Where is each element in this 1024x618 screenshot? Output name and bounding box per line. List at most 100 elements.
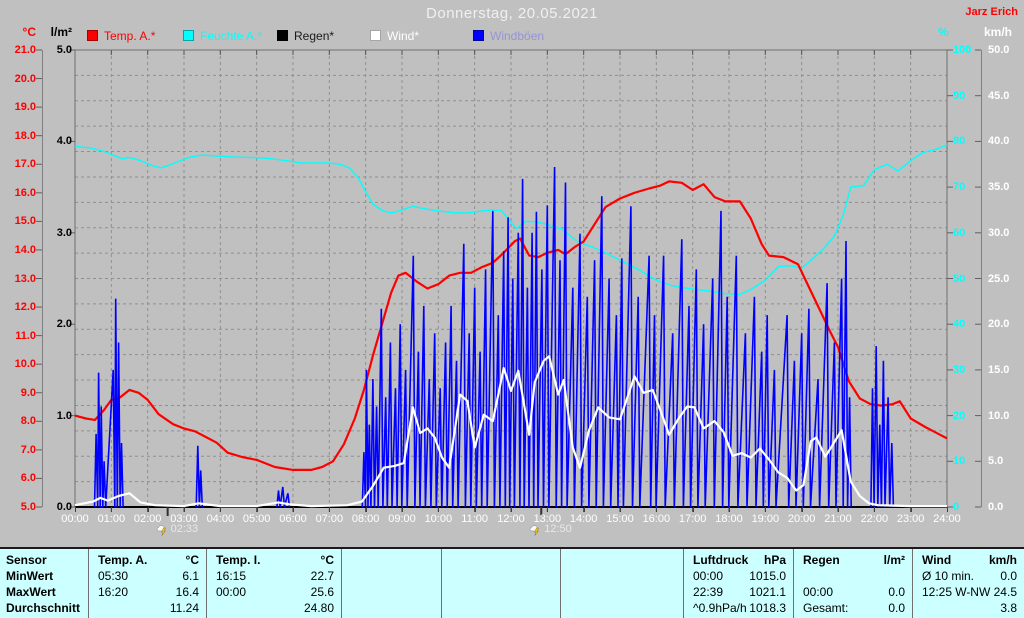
x-axis-tick-label: 04:00: [200, 507, 240, 525]
cell-value: 0.0: [1000, 569, 1017, 583]
wind-tick-label: 5.0: [988, 455, 1004, 468]
feuchte-a-swatch-icon: [183, 30, 194, 41]
x-axis-tick-label: 10:00: [418, 507, 458, 525]
table-column-empty-1: [341, 549, 441, 618]
legend-label-regen: Regen*: [294, 28, 335, 43]
column-unit: l/m²: [883, 553, 905, 567]
humidity-tick-label: 100: [953, 44, 972, 56]
cell-value: [676, 601, 683, 616]
cell-value: 16.4: [175, 585, 199, 599]
legend-item-regen: Regen*: [277, 28, 335, 43]
table-column-empty-3: [560, 549, 683, 618]
event-marker-time: 12:50: [544, 523, 572, 535]
cell-value: 25.6: [310, 585, 334, 599]
x-axis-tick-label: 06:00: [273, 507, 313, 525]
station-name: Jarz Erich: [965, 6, 1018, 18]
rain-tick-label: 3.0: [56, 226, 72, 239]
legend-label-feuchte-a: Feuchte A.*: [200, 28, 263, 43]
cell-time: [561, 569, 570, 584]
cell-value: 0.0: [888, 585, 905, 599]
cell-value: 22.7: [310, 569, 334, 583]
event-marker-12-50: 12:50: [529, 522, 572, 536]
legend-item-wind: Wind*: [370, 28, 420, 43]
rain-tick-label: 5.0: [56, 44, 72, 56]
table-cell-row: [561, 569, 683, 584]
column-name: Wind: [922, 553, 952, 567]
table-column-wind: Wind km/h Ø 10 min. 0.0 12:25 W-NW 24.5 3.…: [912, 549, 1024, 618]
cell-time: [342, 585, 351, 600]
humidity-tick-label: 60: [953, 226, 966, 239]
table-cell-row: [342, 585, 441, 600]
column-unit: [553, 553, 560, 568]
wind-tick-label: 0.0: [988, 501, 1004, 513]
table-cell-row: 16:20 16.4: [89, 585, 206, 600]
table-row-label-durchschnitt: Durchschnitt: [6, 601, 81, 615]
table-header-empty-2: [442, 553, 560, 568]
x-axis-tick-label: 00:00: [55, 507, 95, 525]
table-header-empty-3: [561, 553, 683, 568]
event-marker-time: 02:33: [170, 523, 199, 535]
humidity-tick-label: 40: [953, 318, 966, 331]
cell-value: W-NW 24.5: [955, 585, 1017, 599]
x-axis-tick-label: 11:00: [455, 507, 495, 525]
rain-tick-label: 4.0: [56, 135, 72, 148]
temp-tick-label: 15.0: [14, 215, 36, 228]
cell-time: 00:00: [693, 569, 724, 583]
column-name: Luftdruck: [693, 553, 749, 567]
temp-tick-label: 16.0: [14, 186, 36, 199]
wind-axis-unit: km/h: [984, 25, 1013, 39]
table-header-luftdruck: Luftdruck hPa: [684, 553, 793, 568]
wind-tick-label: 15.0: [988, 363, 1010, 376]
humidity-tick-label: 20: [953, 409, 966, 422]
table-header-temp-a: Temp. A. °C: [89, 553, 206, 568]
cell-time: 05:30: [98, 569, 129, 583]
temp-tick-label: 7.0: [20, 443, 36, 456]
table-cell-row: 00:00 1015.0: [684, 569, 793, 584]
legend-label-windboeen: Windböen: [490, 28, 545, 43]
table-column-luftdruck: Luftdruck hPa 00:00 1015.0 22:39 1021.1 ^0.…: [683, 549, 793, 618]
cell-time: 00:00: [803, 585, 834, 599]
cell-value: 11.24: [169, 601, 199, 615]
table-cell-row: Ø 10 min. 0.0: [913, 569, 1024, 584]
wind-tick-label: 10.0: [988, 409, 1010, 422]
cell-time: ^0.9hPa/h: [693, 601, 747, 615]
regen-swatch-icon: [277, 30, 288, 41]
wind-tick-label: 25.0: [988, 272, 1010, 285]
cell-time: [342, 569, 351, 584]
temp-tick-label: 12.0: [14, 301, 36, 314]
table-cell-row: 05:30 6.1: [89, 569, 206, 584]
rain-tick-label: 0.0: [56, 501, 72, 513]
cell-time: Ø 10 min.: [922, 569, 975, 583]
x-axis-tick-label: 14:00: [564, 507, 604, 525]
series-wind-line: [74, 355, 947, 508]
legend-label-wind: Wind*: [387, 28, 420, 43]
cell-value: [553, 569, 560, 584]
temp-tick-label: 8.0: [20, 415, 36, 428]
wind-tick-label: 40.0: [988, 135, 1010, 148]
column-unit: [676, 553, 683, 568]
wind-tick-label: 30.0: [988, 226, 1010, 239]
column-unit: [434, 553, 441, 568]
table-cell-row: 22:39 1021.1: [684, 585, 793, 600]
cell-time: 16:15: [216, 569, 247, 583]
legend-item-windboeen: Windböen: [473, 28, 545, 43]
cell-time: 16:20: [98, 585, 129, 599]
x-axis-tick-label: 08:00: [346, 507, 386, 525]
temp-tick-label: 17.0: [14, 158, 36, 171]
legend-item-feuchte-a: Feuchte A.*: [183, 28, 263, 43]
temp-tick-label: 18.0: [14, 129, 36, 142]
cell-value: [553, 585, 560, 600]
temp-axis-unit: °C: [22, 25, 36, 39]
rain-tick-label: 1.0: [56, 409, 72, 422]
temp-tick-label: 19.0: [14, 101, 36, 114]
humidity-tick-label: 70: [953, 181, 966, 194]
series-feuchte-a--line: [74, 144, 948, 296]
cell-value: 1015.0: [749, 569, 786, 583]
series-windboeen-spikes: [93, 166, 895, 508]
cell-value: 24.80: [303, 601, 334, 615]
table-cell-row: 3.8: [913, 601, 1024, 616]
cell-value: [434, 601, 441, 616]
table-cell-row: 24.80: [207, 601, 341, 616]
table-cell-row: [561, 585, 683, 600]
